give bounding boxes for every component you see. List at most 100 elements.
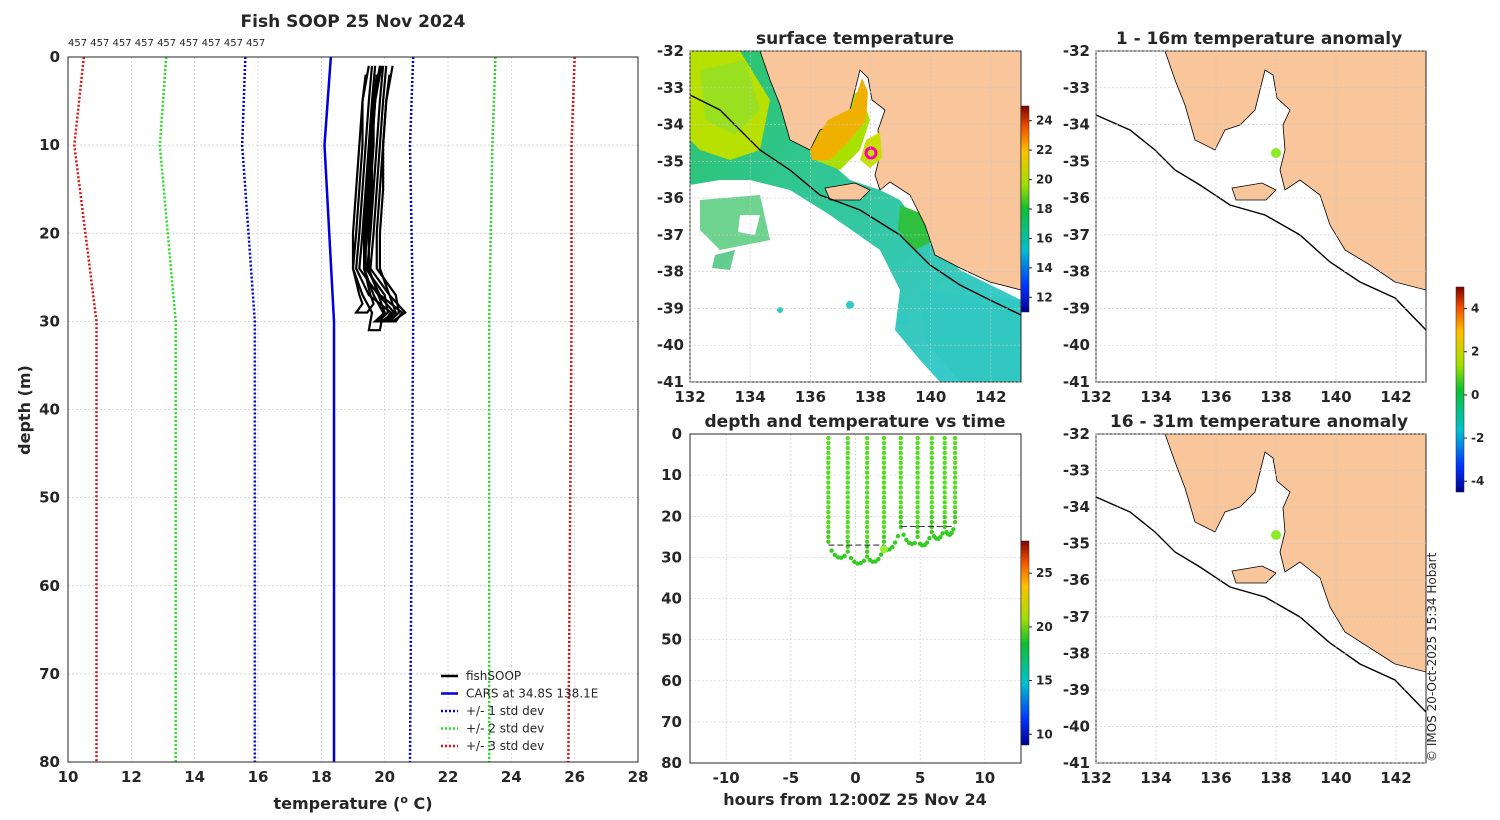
map-xtick-label: 132 bbox=[674, 388, 705, 406]
timeseries-point bbox=[952, 475, 958, 480]
timeseries-point bbox=[952, 519, 958, 525]
map-xtick-label: 136 bbox=[795, 388, 826, 406]
timeseries-point bbox=[942, 440, 947, 446]
timeseries-point bbox=[942, 445, 947, 451]
colorbar-tick-label: 4 bbox=[1471, 302, 1479, 316]
timeseries-point bbox=[864, 465, 870, 470]
timeseries-point bbox=[952, 465, 958, 470]
timeseries-ytick-label: 50 bbox=[661, 631, 682, 649]
timeseries-point bbox=[881, 445, 887, 451]
timeseries-point bbox=[898, 475, 903, 480]
timeseries-point bbox=[864, 485, 870, 490]
timeseries-point bbox=[845, 475, 850, 480]
map-ytick-label: -36 bbox=[1063, 571, 1090, 589]
timeseries-point bbox=[845, 470, 850, 475]
timeseries-point bbox=[898, 450, 903, 456]
timeseries-point bbox=[929, 460, 934, 465]
map-ytick-label: -39 bbox=[1063, 681, 1090, 699]
timeseries-point bbox=[858, 560, 863, 566]
timeseries-point bbox=[929, 475, 934, 480]
timeseries-point bbox=[940, 531, 945, 536]
timeseries-point bbox=[952, 470, 958, 475]
colorbar-tick-label: 10 bbox=[1036, 727, 1053, 741]
map-xtick-label: 136 bbox=[1200, 388, 1231, 406]
profile-xtick-label: 22 bbox=[438, 768, 459, 786]
timeseries-point bbox=[881, 509, 887, 515]
profile-xtick-label: 26 bbox=[564, 768, 585, 786]
profile-xtick-label: 16 bbox=[248, 768, 269, 786]
timeseries-xlabel: hours from 12:00Z 25 Nov 24 bbox=[723, 790, 986, 809]
legend-entry-label: fishSOOP bbox=[466, 669, 521, 683]
timeseries-point bbox=[845, 495, 850, 500]
timeseries-point bbox=[915, 519, 920, 525]
legend-entry-label: +/- 3 std dev bbox=[466, 739, 544, 753]
timeseries-point bbox=[826, 534, 831, 540]
profile-title: Fish SOOP 25 Nov 2024 bbox=[241, 12, 466, 32]
timeseries-point bbox=[938, 534, 943, 540]
timeseries-point bbox=[929, 519, 934, 525]
timeseries-point bbox=[929, 509, 934, 515]
timeseries-point bbox=[855, 561, 860, 566]
timeseries-point bbox=[826, 490, 831, 495]
profile-series-line bbox=[487, 56, 497, 762]
timeseries-point bbox=[845, 500, 850, 505]
map-xtick-label: 138 bbox=[855, 388, 886, 406]
timeseries-point bbox=[826, 539, 831, 544]
anomaly-colorbar bbox=[1455, 286, 1465, 493]
timeseries-point bbox=[942, 519, 947, 525]
colorbar-tick-label: 2 bbox=[1471, 345, 1479, 359]
fishsoop-cast-line bbox=[367, 65, 398, 323]
profile-grid bbox=[67, 56, 639, 763]
timeseries-point bbox=[942, 524, 947, 530]
timeseries-point bbox=[952, 490, 958, 495]
map-xtick-label: 142 bbox=[1380, 769, 1411, 787]
timeseries-point bbox=[864, 450, 870, 456]
timeseries-point bbox=[845, 445, 850, 451]
map-ytick-label: -35 bbox=[1063, 152, 1090, 170]
profile-series-line bbox=[240, 56, 257, 762]
timeseries-point bbox=[845, 534, 850, 540]
map-ytick-label: -32 bbox=[1063, 425, 1090, 443]
surface-map-field bbox=[690, 51, 1021, 382]
profile-xtick-label: 18 bbox=[311, 768, 332, 786]
timeseries-point bbox=[826, 475, 831, 480]
timeseries-point bbox=[864, 480, 870, 485]
timeseries-point bbox=[915, 514, 920, 520]
anomaly-deep-title: 16 - 31m temperature anomaly bbox=[1110, 412, 1408, 432]
timeseries-colorbar-ticks: 10 15 20 25 bbox=[1029, 566, 1053, 741]
timeseries-point bbox=[898, 460, 903, 465]
map-ytick-label: -39 bbox=[1063, 299, 1090, 317]
timeseries-point bbox=[942, 500, 947, 505]
profile-series-line bbox=[73, 56, 98, 762]
timeseries-point bbox=[864, 509, 870, 515]
surface-colorbar-ticks: 12 14 16 18 20 22 24 bbox=[1029, 114, 1053, 304]
profile-ytick-label: 30 bbox=[39, 312, 60, 330]
colorbar-tick-label: 18 bbox=[1036, 202, 1053, 216]
timeseries-point bbox=[929, 514, 934, 520]
profile-xtick-label: 24 bbox=[501, 768, 522, 786]
timeseries-point bbox=[845, 465, 850, 470]
timeseries-point bbox=[929, 529, 934, 535]
profile-series-line bbox=[323, 56, 336, 762]
profile-ytick-label: 70 bbox=[39, 665, 60, 683]
timeseries-point bbox=[881, 450, 887, 456]
profile-xtick-label: 10 bbox=[58, 768, 79, 786]
timeseries-grid bbox=[690, 433, 1021, 764]
profile-ytick-label: 40 bbox=[39, 401, 60, 419]
timeseries-point bbox=[845, 435, 850, 441]
profile-ytick-label: 60 bbox=[39, 577, 60, 595]
timeseries-point bbox=[929, 490, 934, 495]
map-xtick-label: 140 bbox=[915, 388, 946, 406]
timeseries-point bbox=[929, 480, 934, 485]
map-ytick-label: -36 bbox=[657, 189, 684, 207]
timeseries-point bbox=[879, 545, 888, 554]
map-ytick-label: -33 bbox=[657, 79, 684, 97]
map-ytick-label: -36 bbox=[1063, 189, 1090, 207]
timeseries-point bbox=[952, 500, 958, 505]
colorbar-tick-label: 20 bbox=[1036, 620, 1053, 634]
map-ytick-label: -32 bbox=[1063, 42, 1090, 60]
timeseries-point bbox=[929, 445, 934, 451]
anomaly-shallow-panel: 1 - 16m temperature anomaly 132 134 136 138… bbox=[1063, 29, 1427, 406]
timeseries-point bbox=[915, 509, 920, 515]
legend-entry-label: CARS at 34.8S 138.1E bbox=[466, 687, 598, 701]
